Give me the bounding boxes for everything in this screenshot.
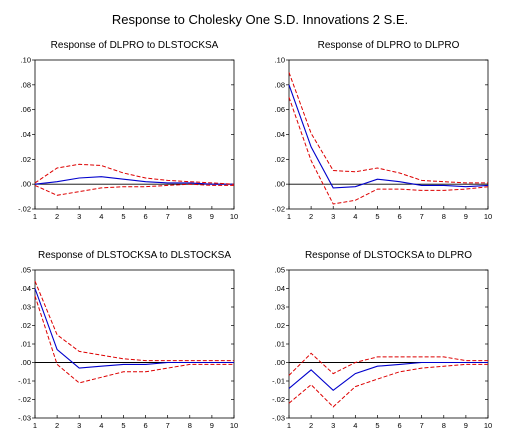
y-tick-label: .01: [275, 340, 285, 349]
x-tick-label: 4: [99, 212, 103, 221]
y-tick-label: .02: [275, 155, 285, 164]
y-tick-label: .01: [21, 340, 31, 349]
panels: Response of DLPRO to DLSTOCKSA -.02 .00 .02…: [18, 40, 492, 430]
response-line: [34, 176, 234, 185]
y-tick-label: -.02: [272, 205, 285, 214]
x-tick-label: 9: [210, 212, 214, 221]
response-line: [288, 84, 489, 189]
x-tick-label: 1: [33, 212, 37, 221]
x-tick-label: 2: [55, 212, 59, 221]
y-tick-label: .10: [275, 56, 285, 65]
y-tick-label: .00: [21, 180, 31, 189]
y-tick-label: -.02: [272, 395, 285, 404]
x-tick-label: 1: [287, 421, 291, 430]
x-tick-label: 8: [442, 212, 446, 221]
x-tick-label: 8: [442, 421, 446, 430]
y-tick-label: .08: [275, 80, 285, 89]
x-tick-label: 7: [166, 212, 170, 221]
y-tick-label: .10: [21, 56, 31, 65]
panel-title: Response of DLPRO to DLSTOCKSA: [51, 40, 219, 51]
band-lower-line: [288, 97, 489, 205]
x-tick-label: 2: [309, 212, 313, 221]
y-tick-label: -.01: [272, 377, 285, 386]
band-lower-line: [34, 295, 234, 384]
y-tick-label: .00: [275, 180, 285, 189]
panel-4: Response of DLSTOCKSA to DLPRO -.03 -.02 -.…: [272, 250, 492, 430]
response-line: [34, 288, 234, 369]
x-tick-label: 5: [121, 421, 125, 430]
x-tick-label: 9: [210, 421, 214, 430]
x-tick-label: 1: [287, 212, 291, 221]
x-tick-label: 2: [55, 421, 59, 430]
x-tick-label: 8: [188, 421, 192, 430]
y-tick-label: .04: [275, 130, 285, 139]
y-tick-label: .04: [21, 130, 31, 139]
y-tick-label: .06: [21, 105, 31, 114]
panel-1: Response of DLPRO to DLSTOCKSA -.02 .00 .02…: [18, 40, 238, 221]
y-tick-label: .04: [21, 284, 31, 293]
x-tick-label: 4: [353, 212, 357, 221]
x-tick-label: 3: [331, 212, 335, 221]
band-upper-line: [288, 72, 488, 184]
y-tick-label: -.02: [18, 205, 31, 214]
y-tick-label: .04: [275, 284, 285, 293]
y-tick-label: .02: [275, 321, 285, 330]
x-tick-label: 6: [143, 421, 147, 430]
panel-2: Response of DLPRO to DLPRO -.02 .00 .02 .04.…: [272, 40, 492, 221]
x-tick-label: 6: [397, 421, 401, 430]
x-tick-label: 4: [353, 421, 357, 430]
panel-3: Response of DLSTOCKSA to DLSTOCKSA -.03 -.…: [18, 250, 238, 430]
x-tick-label: 10: [484, 421, 492, 430]
x-tick-label: 10: [230, 421, 238, 430]
band-lower-line: [288, 363, 488, 408]
x-tick-label: 10: [484, 212, 492, 221]
x-tick-label: 9: [464, 212, 468, 221]
x-tick-label: 7: [166, 421, 170, 430]
y-tick-label: .06: [275, 105, 285, 114]
x-tick-label: 6: [143, 212, 147, 221]
x-tick-label: 1: [33, 421, 37, 430]
panel-title: Response of DLPRO to DLPRO: [318, 40, 460, 51]
x-tick-label: 5: [121, 212, 125, 221]
y-tick-label: .05: [21, 266, 31, 275]
panel-title: Response of DLSTOCKSA to DLSTOCKSA: [38, 250, 231, 261]
x-tick-label: 6: [397, 212, 401, 221]
x-tick-label: 7: [420, 212, 424, 221]
y-tick-label: .08: [21, 80, 31, 89]
y-tick-label: .02: [21, 321, 31, 330]
response-line: [288, 361, 488, 392]
panel-title: Response of DLSTOCKSA to DLPRO: [305, 250, 472, 261]
y-tick-label: .00: [275, 358, 285, 367]
y-tick-label: .02: [21, 155, 31, 164]
plot-frame: [34, 269, 235, 419]
y-tick-label: .05: [275, 266, 285, 275]
x-tick-label: 5: [375, 212, 379, 221]
y-tick-label: -.03: [18, 414, 31, 423]
y-tick-label: -.02: [18, 395, 31, 404]
x-tick-label: 4: [99, 421, 103, 430]
x-tick-label: 2: [309, 421, 313, 430]
y-tick-label: -.03: [272, 414, 285, 423]
x-tick-label: 7: [420, 421, 424, 430]
x-tick-label: 10: [230, 212, 238, 221]
plot-frame: [288, 269, 489, 419]
y-tick-label: .03: [275, 303, 285, 312]
band-upper-line: [34, 280, 234, 362]
band-lower-line: [34, 183, 234, 196]
y-tick-label: -.01: [18, 377, 31, 386]
x-tick-label: 3: [77, 212, 81, 221]
x-tick-label: 8: [188, 212, 192, 221]
figure-title: Response to Cholesky One S.D. Innovation…: [112, 12, 408, 27]
band-upper-line: [288, 352, 488, 376]
x-tick-label: 3: [77, 421, 81, 430]
y-tick-label: .03: [21, 303, 31, 312]
x-tick-label: 5: [375, 421, 379, 430]
x-tick-label: 3: [331, 421, 335, 430]
x-tick-label: 9: [464, 421, 468, 430]
band-upper-line: [34, 163, 235, 185]
y-tick-label: .00: [21, 358, 31, 367]
